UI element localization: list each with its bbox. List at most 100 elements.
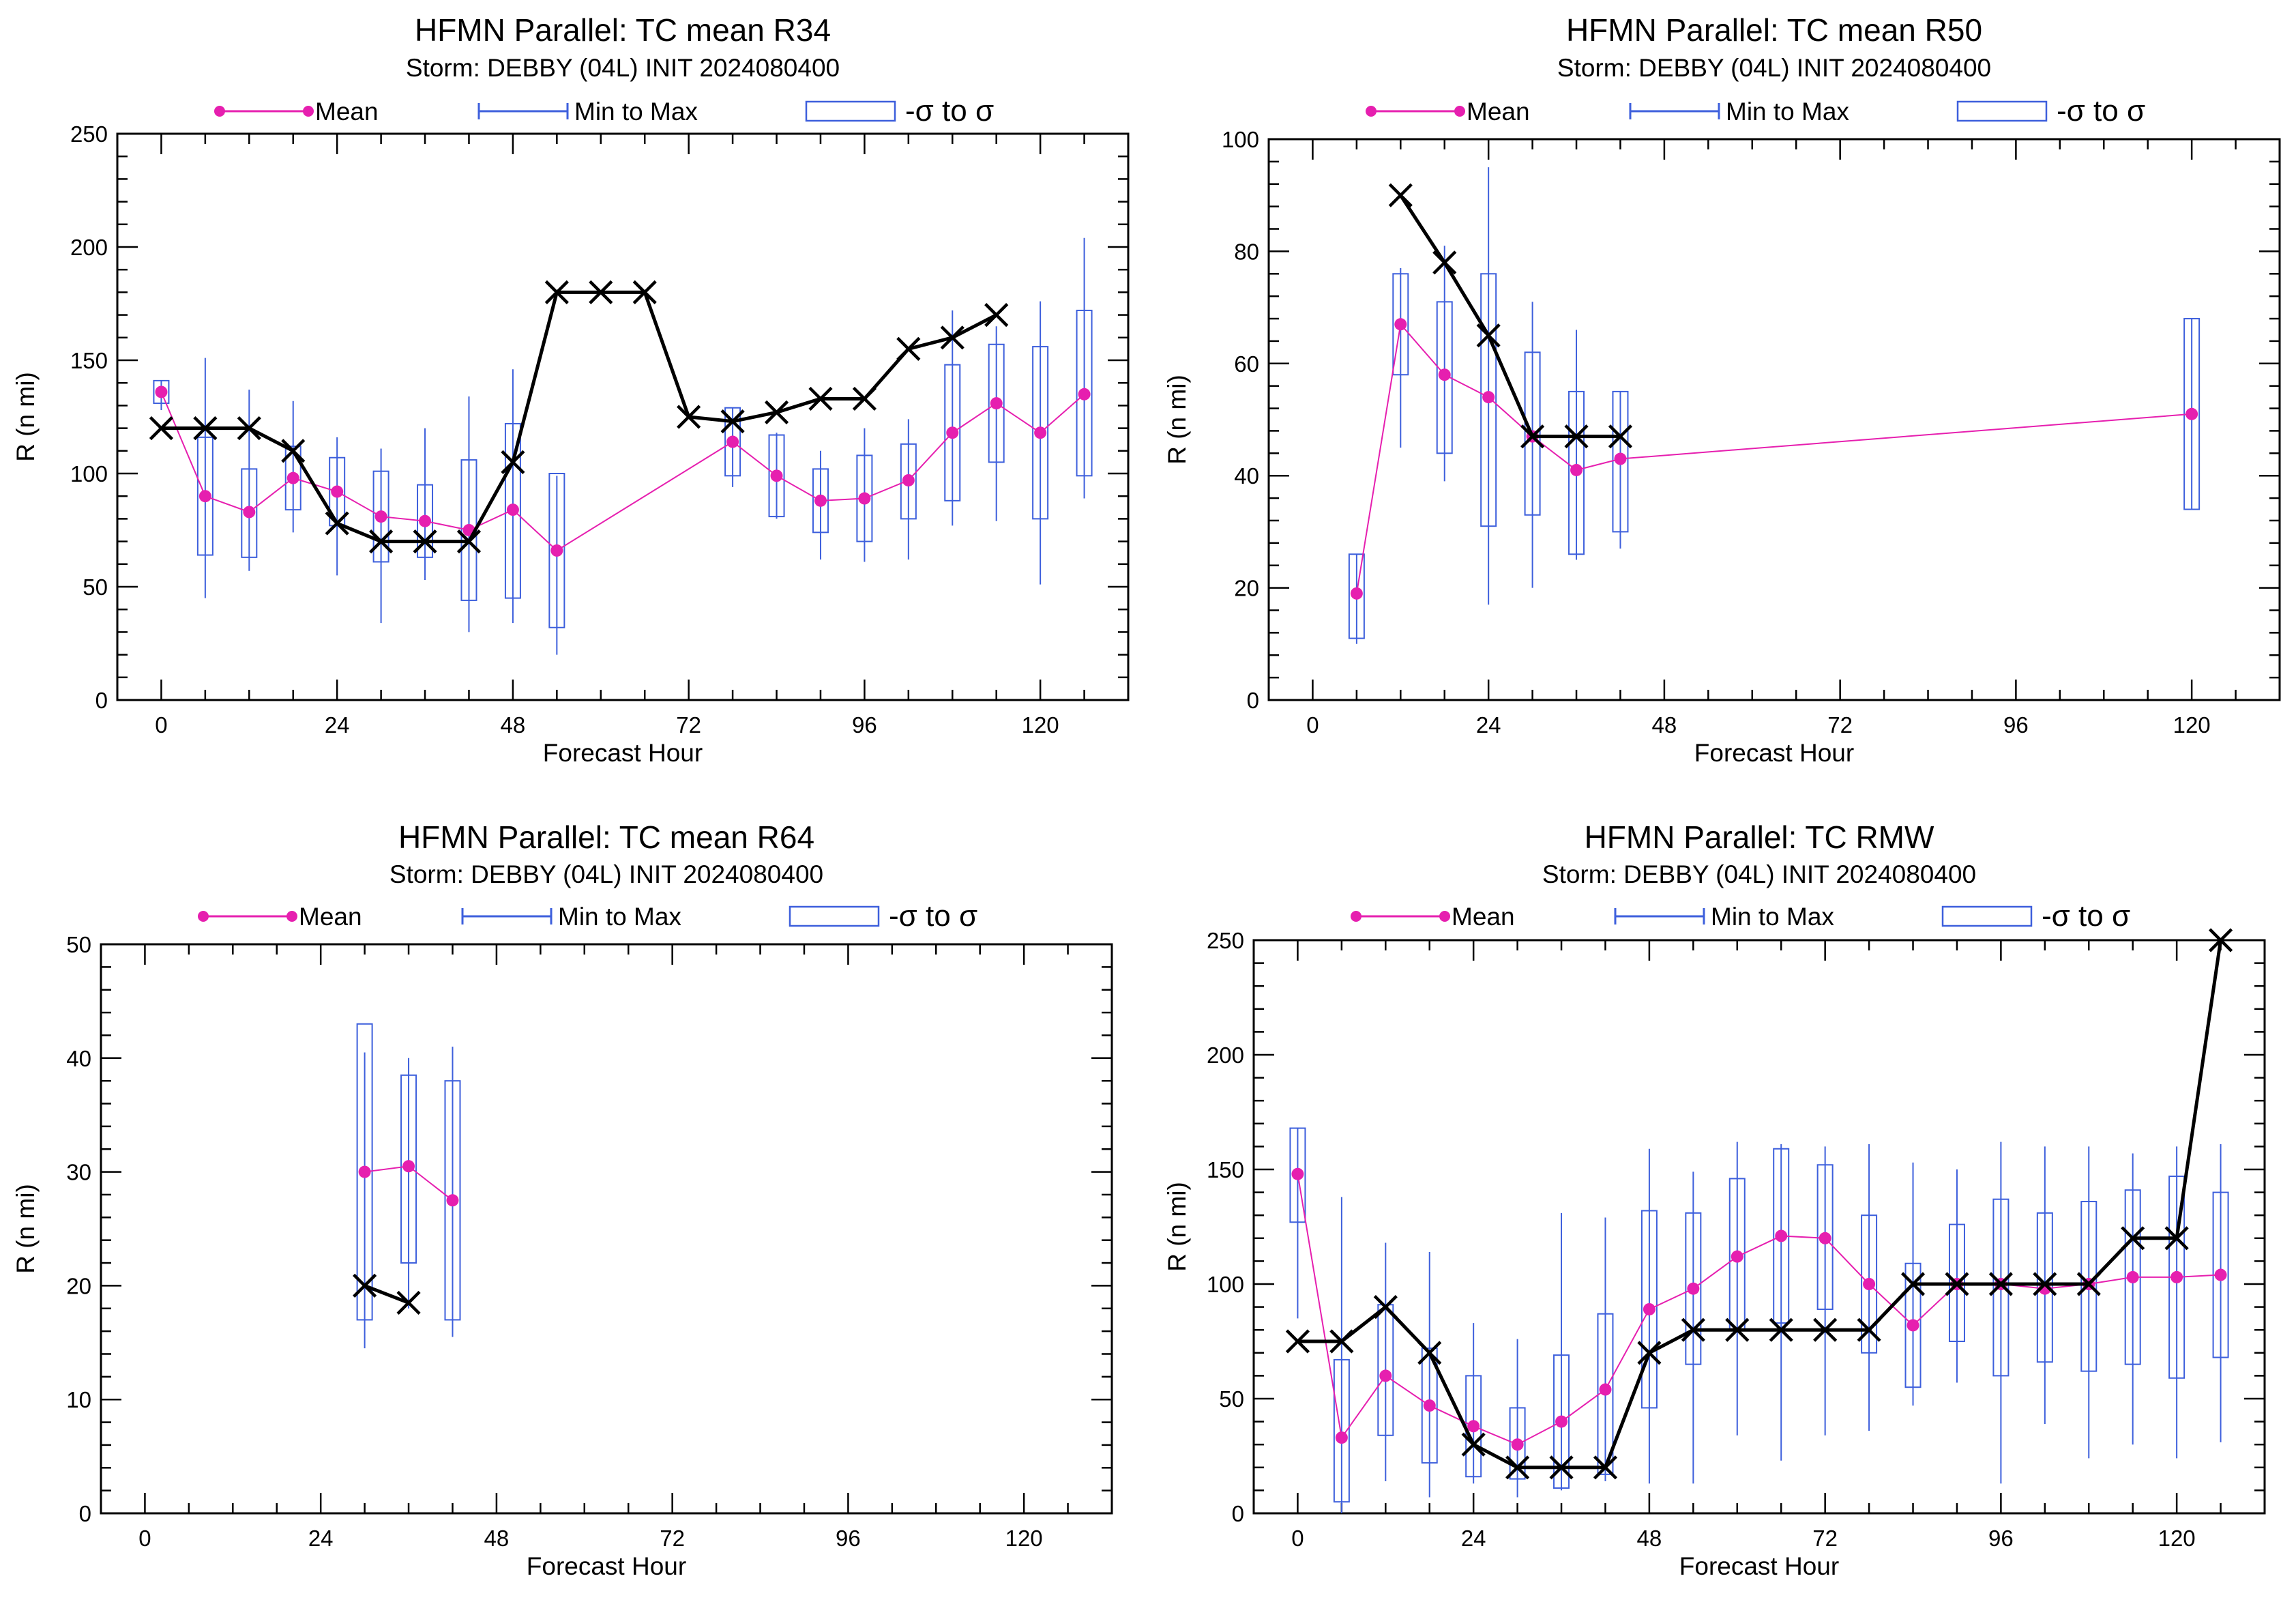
legend-mean-marker [1351, 911, 1362, 922]
x-tick-label: 120 [1005, 1526, 1043, 1551]
chart-subtitle: Storm: DEBBY (04L) INIT 2024080400 [406, 54, 840, 82]
mean-point [2185, 407, 2198, 420]
mean-point [1423, 1399, 1436, 1412]
best-track-marker [1857, 1317, 1881, 1342]
legend: Mean Min to Max -σ to σ [198, 899, 977, 933]
x-tick-label: 72 [660, 1526, 685, 1551]
y-tick-label: 50 [1219, 1386, 1244, 1412]
data-layer [1348, 167, 2201, 644]
best-track-marker [896, 336, 921, 361]
best-track-marker [589, 280, 613, 304]
best-track-marker [1329, 1329, 1354, 1354]
mean-point [1350, 587, 1363, 600]
y-tick-label: 200 [70, 235, 108, 260]
best-track-marker [1388, 183, 1413, 207]
plot-frame [100, 943, 1113, 1515]
best-track-marker [2208, 928, 2233, 952]
mean-point [2126, 1270, 2139, 1283]
best-track-line [364, 1284, 409, 1305]
best-track-marker [1637, 1341, 1662, 1365]
best-track-marker [353, 1273, 377, 1298]
mean-line [1355, 322, 2192, 594]
data-layer [153, 237, 1093, 655]
y-tick-label: 0 [79, 1501, 91, 1526]
best-track-marker [1476, 323, 1501, 348]
chart-subtitle: Storm: DEBBY (04L) INIT 2024080400 [389, 860, 823, 888]
mean-point [1819, 1232, 1831, 1244]
best-track-marker [2076, 1272, 2101, 1296]
mean-point [990, 397, 1003, 410]
best-track-marker [1813, 1317, 1838, 1342]
x-tick-label: 48 [1637, 1526, 1662, 1551]
y-tick-label: 10 [66, 1387, 91, 1412]
y-tick-label: 80 [1234, 239, 1259, 264]
x-tick-label: 72 [676, 712, 701, 738]
y-tick-label: 0 [1247, 688, 1259, 713]
best-track-marker [1505, 1455, 1530, 1480]
legend: Mean Min to Max -σ to σ [1351, 899, 2130, 933]
chart-panel-3: HFMN Parallel: TC mean R64 Storm: DEBBY (… [12, 819, 1113, 1580]
best-track-marker [764, 400, 789, 424]
y-tick-label: 250 [1207, 928, 1244, 953]
mean-line [160, 392, 1085, 552]
best-track-marker [1900, 1272, 1926, 1296]
best-track-line [161, 290, 997, 544]
legend-range-label: Min to Max [1726, 98, 1849, 126]
mean-point [550, 544, 563, 557]
mean-point [1555, 1415, 1568, 1428]
legend-range-label: Min to Max [558, 903, 681, 931]
best-track-marker [237, 416, 261, 441]
best-track-marker [396, 1290, 421, 1315]
x-axis-label: Forecast Hour [543, 739, 703, 767]
legend-mean-marker [1454, 106, 1465, 117]
legend-mean-marker [1366, 106, 1377, 117]
chart-subtitle: Storm: DEBBY (04L) INIT 2024080400 [1542, 860, 1976, 888]
y-tick-label: 50 [66, 932, 91, 957]
best-track-marker [808, 386, 833, 411]
best-track-marker [2121, 1226, 2145, 1251]
legend-mean-label: Mean [1452, 903, 1515, 931]
x-axis-label: Forecast Hour [527, 1552, 686, 1580]
mean-point [902, 474, 915, 486]
mean-line [1297, 1174, 2221, 1446]
plot-frame [1267, 138, 2281, 701]
mean-point [1863, 1278, 1876, 1290]
legend-mean-label: Mean [315, 98, 379, 126]
data-layer [356, 1023, 461, 1349]
x-tick-label: 24 [308, 1526, 334, 1551]
mean-point [2214, 1268, 2227, 1281]
chart-subtitle: Storm: DEBBY (04L) INIT 2024080400 [1557, 54, 1991, 82]
best-track-marker [1988, 1272, 2013, 1296]
x-tick-label: 96 [836, 1526, 861, 1551]
x-tick-label: 0 [155, 712, 167, 738]
best-track-marker [149, 416, 174, 441]
mean-point [331, 485, 344, 498]
x-tick-label: 120 [2158, 1526, 2196, 1551]
mean-point [770, 469, 783, 482]
mean-point [1291, 1167, 1304, 1180]
best-track-marker [720, 409, 745, 434]
x-tick-label: 24 [1461, 1526, 1486, 1551]
best-track-marker [369, 529, 394, 554]
legend-mean-marker [198, 911, 209, 922]
best-track-marker [1725, 1317, 1750, 1342]
y-axis-label: R (n mi) [12, 372, 40, 462]
y-tick-label: 100 [70, 461, 108, 486]
legend-mean-marker [286, 911, 297, 922]
mean-point [1643, 1302, 1655, 1315]
y-tick-label: 0 [1232, 1501, 1244, 1526]
mean-point [946, 426, 959, 439]
legend-sigma-box [805, 100, 896, 122]
mean-point [402, 1160, 415, 1173]
legend: Mean Min to Max -σ to σ [214, 94, 994, 128]
best-track-marker [1432, 250, 1457, 275]
mean-point [155, 385, 168, 398]
mean-point [1511, 1438, 1524, 1451]
chart-title: HFMN Parallel: TC mean R64 [398, 819, 814, 855]
chart-title: HFMN Parallel: TC mean R34 [415, 12, 831, 48]
mean-point [1731, 1250, 1743, 1263]
best-track-marker [940, 325, 965, 350]
best-track-marker [1681, 1317, 1705, 1342]
y-tick-label: 50 [83, 574, 108, 600]
